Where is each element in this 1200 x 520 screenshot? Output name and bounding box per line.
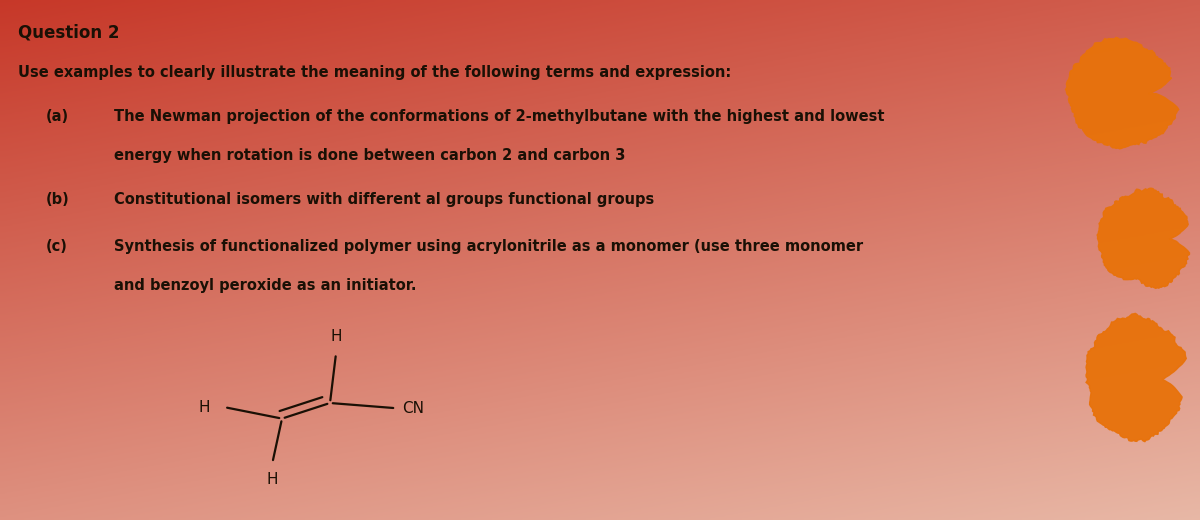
- Text: H: H: [198, 400, 210, 414]
- Polygon shape: [1086, 314, 1187, 441]
- Text: Question 2: Question 2: [18, 23, 120, 42]
- Text: energy when rotation is done between carbon 2 and carbon 3: energy when rotation is done between car…: [114, 148, 625, 163]
- Text: Synthesis of functionalized polymer using acrylonitrile as a monomer (use three : Synthesis of functionalized polymer usin…: [114, 239, 863, 254]
- Text: The Newman projection of the conformations of 2-methylbutane with the highest an: The Newman projection of the conformatio…: [114, 109, 884, 124]
- Text: (a): (a): [46, 109, 68, 124]
- Text: and benzoyl peroxide as an initiator.: and benzoyl peroxide as an initiator.: [114, 278, 416, 293]
- Text: Use examples to clearly illustrate the meaning of the following terms and expres: Use examples to clearly illustrate the m…: [18, 65, 731, 80]
- Text: (b): (b): [46, 192, 70, 207]
- Text: (c): (c): [46, 239, 67, 254]
- Polygon shape: [1066, 37, 1178, 149]
- Text: CN: CN: [402, 401, 424, 415]
- Polygon shape: [1097, 188, 1189, 289]
- Text: H: H: [266, 472, 278, 487]
- Text: Constitutional isomers with different al groups functional groups: Constitutional isomers with different al…: [114, 192, 654, 207]
- Text: H: H: [330, 329, 342, 344]
